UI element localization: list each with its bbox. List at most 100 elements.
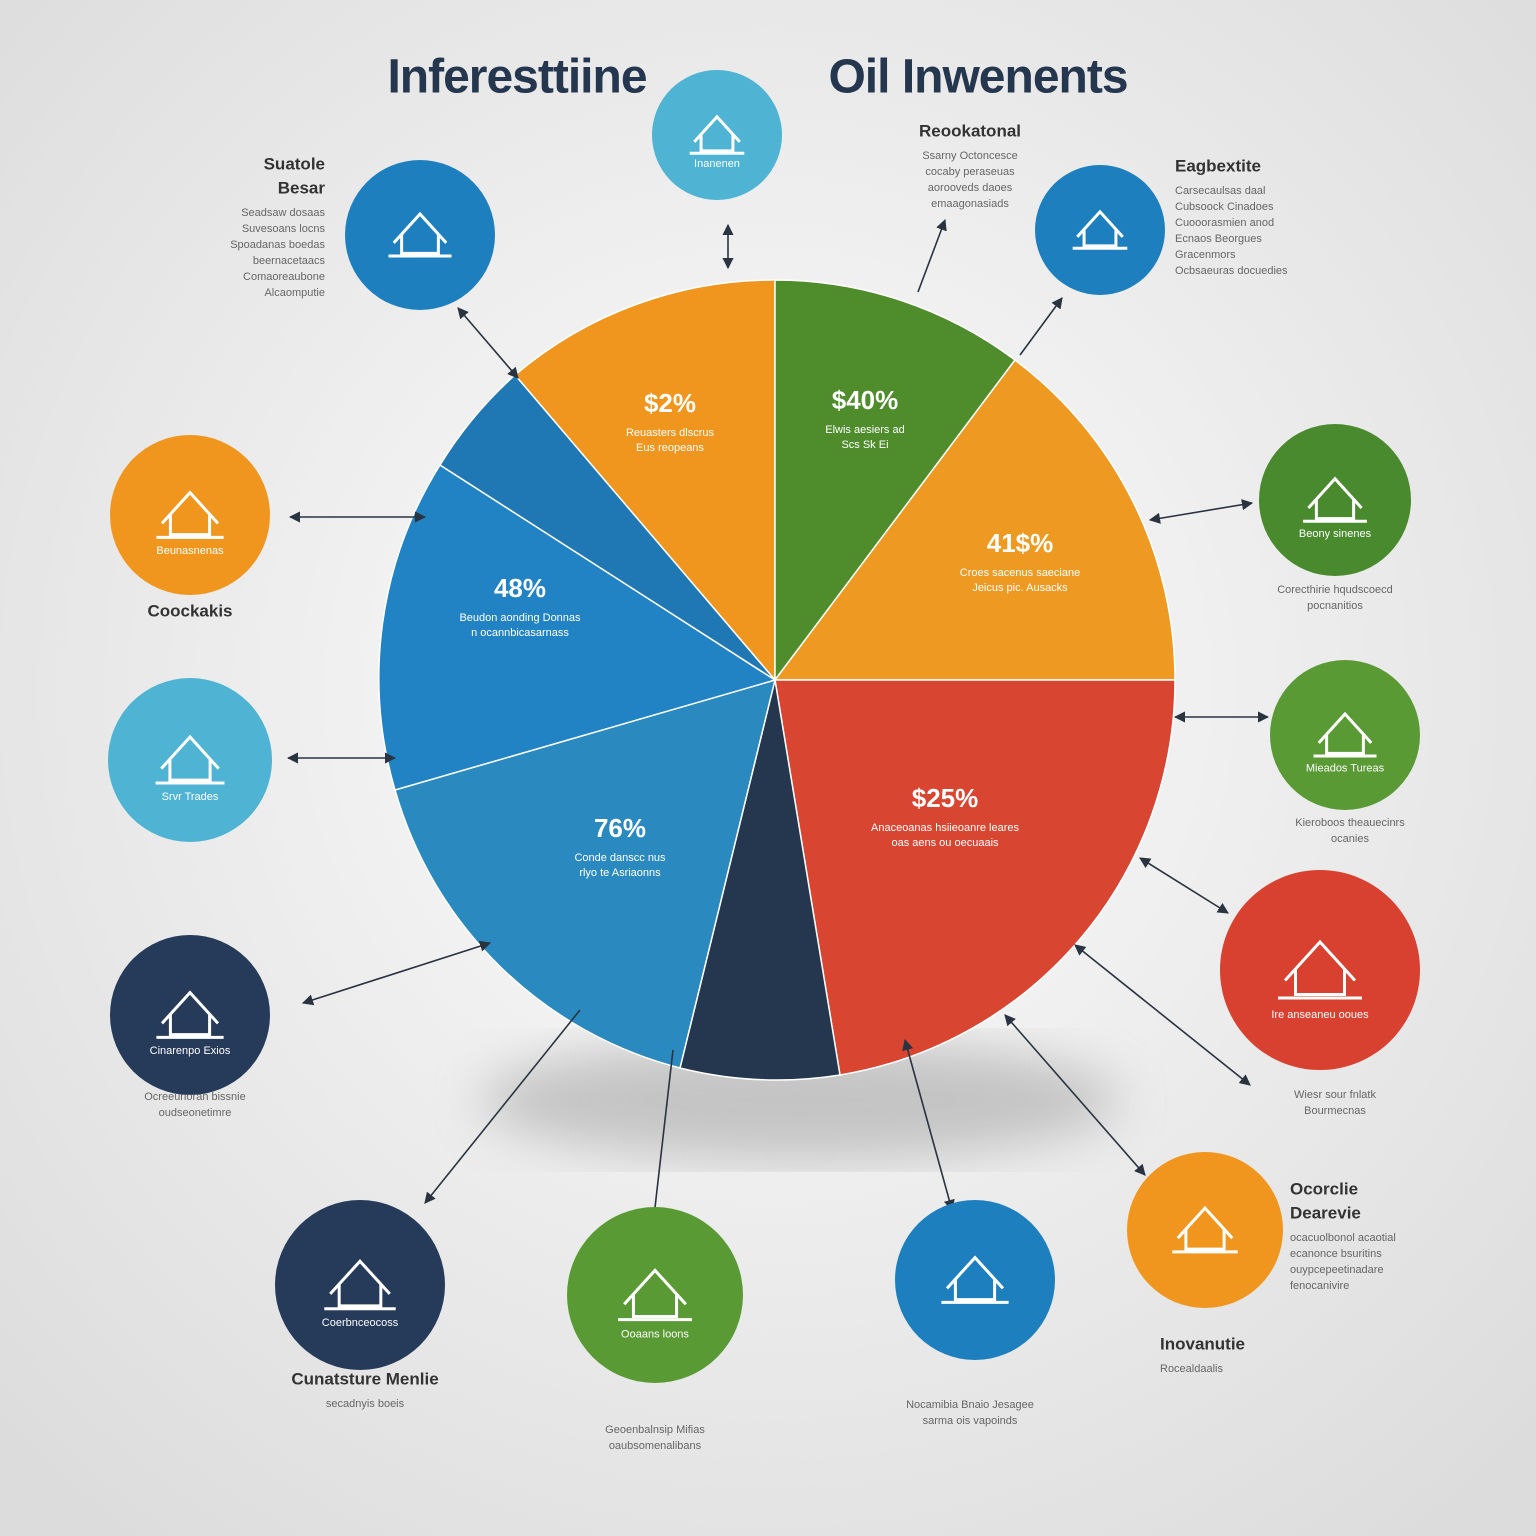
callout-line: Cubsoock Cinadoes bbox=[1175, 201, 1274, 213]
slice-caption: Croes sacenus saeciane bbox=[960, 567, 1080, 579]
callout-line: Cuooorasmien anod bbox=[1175, 217, 1274, 229]
callout-line: Bourmecnas bbox=[1304, 1105, 1366, 1117]
circle-label: Ooaans loons bbox=[621, 1329, 689, 1341]
callout-line: Nocamibia Bnaio Jesagee bbox=[906, 1399, 1034, 1411]
callout-line: sarma ois vapoinds bbox=[923, 1415, 1018, 1427]
callout-line: Comaoreaubone bbox=[243, 271, 325, 283]
slice-caption: Reuasters dlscrus bbox=[626, 427, 715, 439]
slice-caption: Beudon aonding Donnas bbox=[459, 612, 581, 624]
icon bbox=[941, 1255, 1009, 1304]
icon-circle bbox=[345, 160, 495, 310]
slice-caption: rlyo te Asriaonns bbox=[579, 867, 661, 879]
callout-line: Suvesoans locns bbox=[242, 223, 326, 235]
icon-circle bbox=[1035, 165, 1165, 295]
circle-label: Srvr Trades bbox=[162, 791, 219, 803]
callout-line: ocacuolbonol acaotial bbox=[1290, 1232, 1396, 1244]
icon-circle bbox=[1127, 1152, 1283, 1308]
callout-line: cocaby peraseuas bbox=[925, 166, 1015, 178]
callout-title: Suatole bbox=[264, 154, 325, 173]
callout-line: emaagonasiads bbox=[931, 198, 1009, 210]
icon-circle bbox=[275, 1200, 445, 1370]
icon-circle bbox=[895, 1200, 1055, 1360]
slice-caption: oas aens ou oecuaais bbox=[891, 837, 999, 849]
pie bbox=[378, 279, 1176, 1081]
slice-caption: Anaceoanas hsiieoanre leares bbox=[871, 822, 1019, 834]
callout-line: Kieroboos theauecinrs bbox=[1295, 817, 1405, 829]
callout-line: Carsecaulsas daal bbox=[1175, 185, 1266, 197]
circle-label: Coerbnceocoss bbox=[322, 1317, 399, 1329]
icon bbox=[156, 490, 224, 539]
slice-label: $2% bbox=[644, 388, 696, 418]
callout-line: ocanies bbox=[1331, 833, 1369, 845]
callout-line: Gracenmors bbox=[1175, 249, 1236, 261]
slice bbox=[513, 279, 776, 683]
callout-title: Besar bbox=[278, 178, 326, 197]
arrows bbox=[286, 218, 1270, 1227]
callout-line: Rocealdaalis bbox=[1160, 1363, 1223, 1375]
slice-label: $25% bbox=[912, 783, 979, 813]
slice-label: 48% bbox=[494, 573, 546, 603]
slice bbox=[774, 279, 1017, 683]
title: Inferesttiine bbox=[387, 51, 646, 104]
callout-line: Corecthirie hqudscoecd bbox=[1277, 584, 1393, 596]
icon-circle bbox=[567, 1207, 743, 1383]
callout-line: Ocbsaeuras docuedies bbox=[1175, 265, 1288, 277]
callout-title: Cunatsture Menlie bbox=[291, 1369, 438, 1388]
pie-shadow bbox=[480, 1040, 1120, 1160]
callout-title: Eagbextite bbox=[1175, 156, 1261, 175]
circle-label: Beunasnenas bbox=[156, 545, 224, 557]
callout-line: oudseonetimre bbox=[159, 1107, 232, 1119]
slice bbox=[394, 678, 777, 1069]
icon-circle bbox=[1259, 424, 1411, 576]
slice-caption: Elwis aesiers ad bbox=[825, 424, 904, 436]
icon-circle bbox=[1220, 870, 1420, 1070]
slice bbox=[773, 358, 1176, 681]
callout-title: Coockakis bbox=[147, 601, 232, 620]
callout-line: Wiesr sour fnlatk bbox=[1294, 1089, 1376, 1101]
icon bbox=[1072, 209, 1128, 250]
callout-line: secadnyis boeis bbox=[326, 1398, 405, 1410]
callout-line: Spoadanas boedas bbox=[230, 239, 325, 251]
callout-line: pocnanitios bbox=[1307, 600, 1363, 612]
icon bbox=[155, 734, 225, 785]
slice-caption: Eus reopeans bbox=[636, 442, 704, 454]
circle-label: Ire anseaneu ooues bbox=[1271, 1009, 1369, 1021]
slice-caption: Scs Sk Ei bbox=[841, 439, 888, 451]
icon bbox=[1278, 939, 1362, 1000]
slice-label: 76% bbox=[594, 813, 646, 843]
slice bbox=[679, 679, 841, 1081]
callout-line: beernacetaacs bbox=[253, 255, 326, 267]
slice-caption: n ocannbicasarnass bbox=[471, 627, 569, 639]
callout-line: Ssarny Octoncesce bbox=[922, 150, 1017, 162]
icon bbox=[1172, 1205, 1238, 1254]
icon-circle bbox=[110, 435, 270, 595]
slice-caption: Jeicus pic. Ausacks bbox=[972, 582, 1068, 594]
icon bbox=[618, 1268, 692, 1322]
slice-label: 41$% bbox=[987, 528, 1054, 558]
icon bbox=[388, 211, 452, 258]
circle-label: Beony sinenes bbox=[1299, 528, 1372, 540]
icon bbox=[689, 114, 745, 155]
callout-title: Inovanutie bbox=[1160, 1334, 1245, 1353]
slice-labels: $2% Reuasters dlscrus Eus reopeans $40% Elwi… bbox=[459, 385, 1080, 879]
icon bbox=[156, 990, 224, 1039]
callout-line: ouypcepeetinadare bbox=[1290, 1264, 1384, 1276]
callout-line: Ocreeunoran bissnie bbox=[144, 1091, 246, 1103]
slice-label: $40% bbox=[832, 385, 899, 415]
icon-circle bbox=[1270, 660, 1420, 810]
icon bbox=[1303, 476, 1367, 523]
circles: Inanenen Beunasnenas Beony sinenes Srvr Tra… bbox=[108, 70, 1420, 1383]
callouts: Suatole Besar Seadsaw dosaas Suvesoans locn… bbox=[144, 121, 1405, 1451]
callout-line: ecanonce bsuritins bbox=[1290, 1248, 1382, 1260]
callout-line: Geoenbalnsip Mifias bbox=[605, 1424, 705, 1436]
icon-circle bbox=[652, 70, 782, 200]
callout-line: oaubsomenalibans bbox=[609, 1440, 702, 1452]
callout-line: aorooveds daoes bbox=[928, 182, 1013, 194]
callout-title: Dearevie bbox=[1290, 1203, 1361, 1222]
circle-label: Mieados Tureas bbox=[1306, 763, 1385, 775]
callout-title: Reookatonal bbox=[919, 121, 1021, 140]
title: Oil Inwenents bbox=[828, 51, 1127, 104]
callout-line: Ecnaos Beorgues bbox=[1175, 233, 1262, 245]
slice-caption: Conde danscc nus bbox=[574, 852, 666, 864]
